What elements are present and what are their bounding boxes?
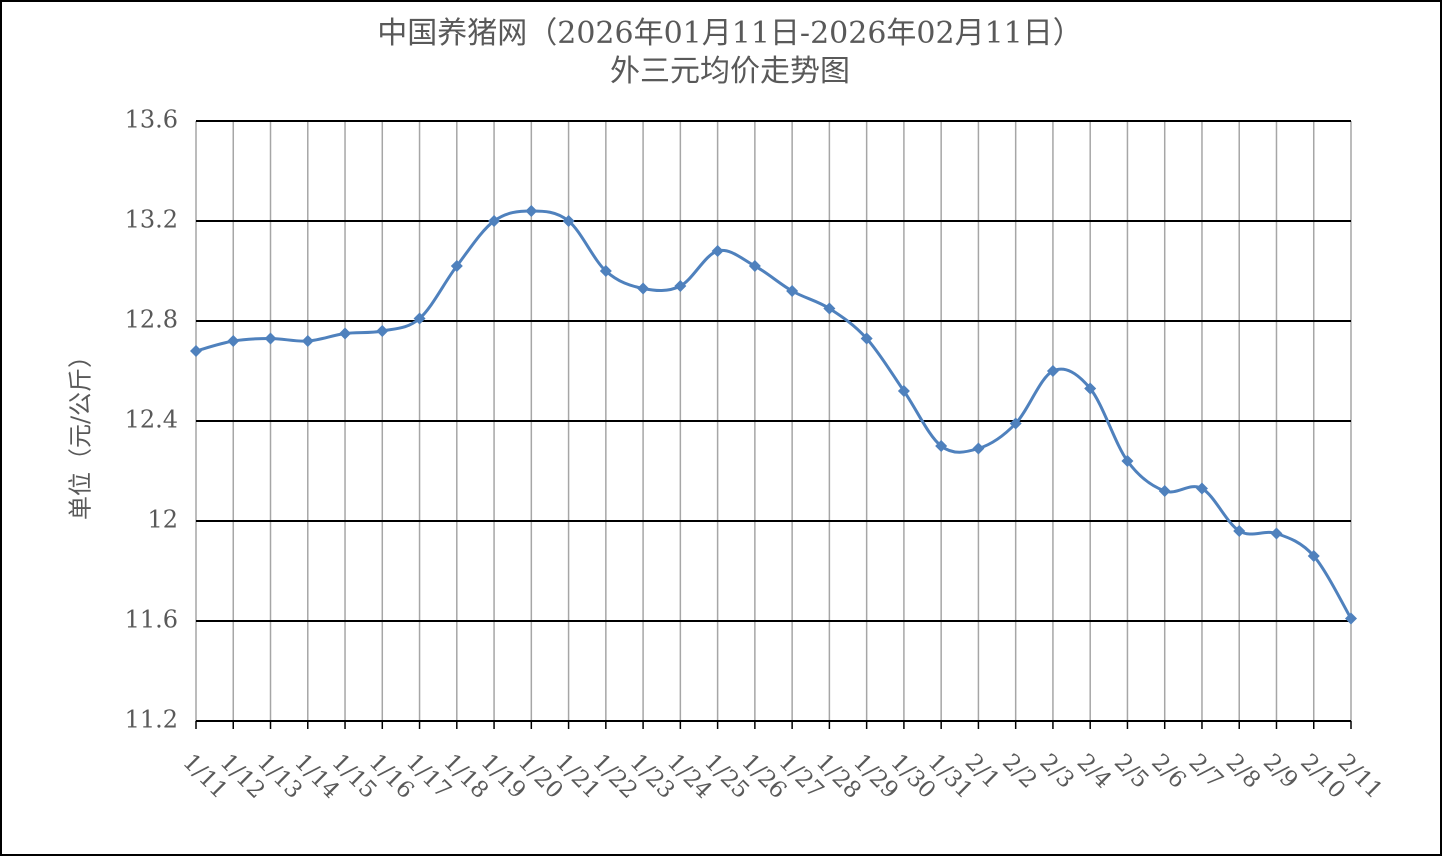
y-tick-label: 13.2	[125, 206, 178, 234]
marker	[450, 260, 463, 272]
marker	[1084, 382, 1097, 395]
marker	[1270, 527, 1283, 540]
line	[195, 209, 1353, 620]
y-tick-label: 12	[147, 506, 178, 534]
marker	[1233, 525, 1246, 537]
marker	[301, 335, 314, 347]
y-tick-label: 13.6	[125, 106, 178, 134]
marker	[935, 440, 948, 452]
marker	[786, 285, 799, 297]
marker	[525, 205, 538, 217]
marker	[1158, 485, 1171, 497]
marker	[1009, 417, 1022, 430]
marker	[488, 215, 501, 227]
marker	[860, 332, 873, 345]
marker	[748, 260, 761, 272]
marker	[562, 215, 575, 227]
marker	[637, 282, 650, 295]
marker	[1195, 482, 1208, 495]
marker	[674, 280, 687, 292]
marker	[897, 385, 910, 397]
marker	[1046, 365, 1059, 377]
marker	[376, 325, 389, 337]
y-tick-label: 12.8	[125, 306, 178, 334]
marker	[1121, 455, 1134, 467]
marker	[339, 327, 352, 340]
marker	[1307, 550, 1320, 562]
marker	[1345, 612, 1357, 625]
marker	[264, 332, 277, 345]
marker	[711, 245, 724, 257]
marker	[190, 345, 202, 357]
marker	[413, 312, 426, 325]
chart-subtitle: 外三元均价走势图	[610, 54, 850, 89]
y-tick-label: 11.6	[125, 606, 178, 634]
y-axis-title: 单位（元/公斤）	[67, 344, 95, 520]
y-tick-label: 11.2	[125, 706, 178, 734]
marker	[972, 442, 985, 455]
marker	[599, 265, 612, 277]
chart-title: 中国养猪网（2026年01月11日-2026年02月11日）	[377, 16, 1083, 51]
y-tick-label: 12.4	[125, 406, 178, 434]
marker	[227, 335, 240, 347]
marker	[823, 302, 836, 315]
